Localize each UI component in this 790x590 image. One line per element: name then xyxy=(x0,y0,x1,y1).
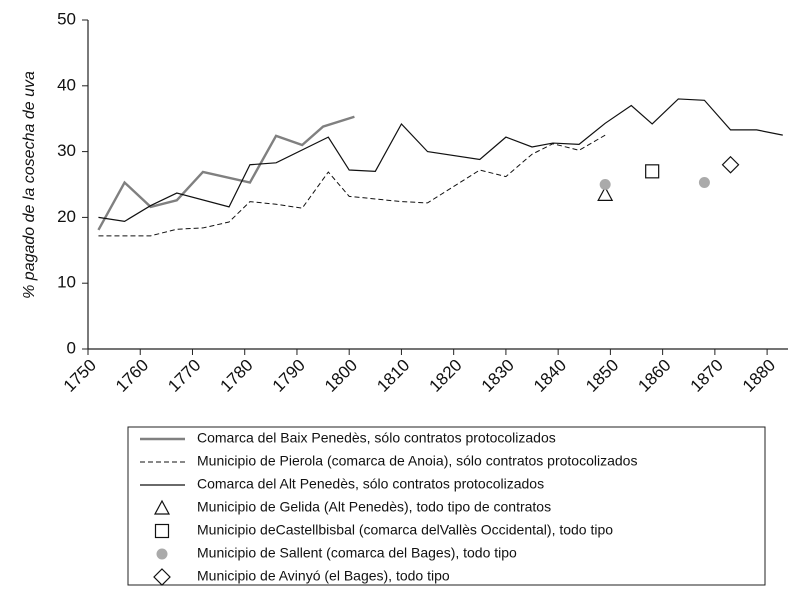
y-tick-label: 40 xyxy=(57,75,76,94)
marker-circle xyxy=(156,548,168,560)
x-tick-label: 1780 xyxy=(217,356,257,396)
y-tick-label: 10 xyxy=(57,273,76,292)
series-line xyxy=(98,98,783,222)
x-tick-label: 1830 xyxy=(478,356,518,396)
marker-diamond xyxy=(153,568,171,586)
series-line xyxy=(98,134,606,237)
legend-box xyxy=(127,426,766,586)
legend-label: Municipio de Avinyó (el Bages), todo tip… xyxy=(197,568,450,584)
y-tick-label: 0 xyxy=(67,338,76,357)
legend-label: Municipio deCastellbisbal (comarca delVa… xyxy=(197,522,613,538)
x-tick-label: 1860 xyxy=(634,356,674,396)
x-tick-label: 1770 xyxy=(164,356,204,396)
x-tick-label: 1870 xyxy=(687,356,727,396)
y-tick-label: 30 xyxy=(57,141,76,160)
x-tick-label: 1760 xyxy=(112,356,152,396)
y-tick-label: 50 xyxy=(57,9,76,28)
legend-label: Municipio de Gelida (Alt Penedès), todo … xyxy=(197,499,551,515)
marker-square xyxy=(154,523,170,539)
legend-label: Municipio de Sallent (comarca del Bages)… xyxy=(197,545,517,561)
x-tick-label: 1790 xyxy=(269,356,309,396)
x-tick-label: 1810 xyxy=(373,356,413,396)
marker-triangle xyxy=(153,499,171,515)
legend-label: Comarca del Alt Penedès, sólo contratos … xyxy=(197,476,544,492)
legend-label: Municipio de Pierola (comarca de Anoia),… xyxy=(197,453,637,469)
marker-square xyxy=(645,164,660,179)
x-tick-label: 1750 xyxy=(60,356,100,396)
marker-diamond xyxy=(721,155,740,174)
marker-circle xyxy=(698,177,710,189)
x-tick-label: 1850 xyxy=(582,356,622,396)
y-tick-label: 20 xyxy=(57,207,76,226)
x-tick-label: 1820 xyxy=(425,356,465,396)
x-tick-label: 1880 xyxy=(739,356,779,396)
x-tick-label: 1800 xyxy=(321,356,361,396)
marker-triangle xyxy=(597,186,614,201)
legend-label: Comarca del Baix Penedès, sólo contratos… xyxy=(197,430,556,446)
y-axis-label: % pagado de la cosecha de uva xyxy=(21,71,38,299)
x-tick-label: 1840 xyxy=(530,356,570,396)
series-line xyxy=(97,115,355,231)
marker-circle xyxy=(599,179,611,190)
